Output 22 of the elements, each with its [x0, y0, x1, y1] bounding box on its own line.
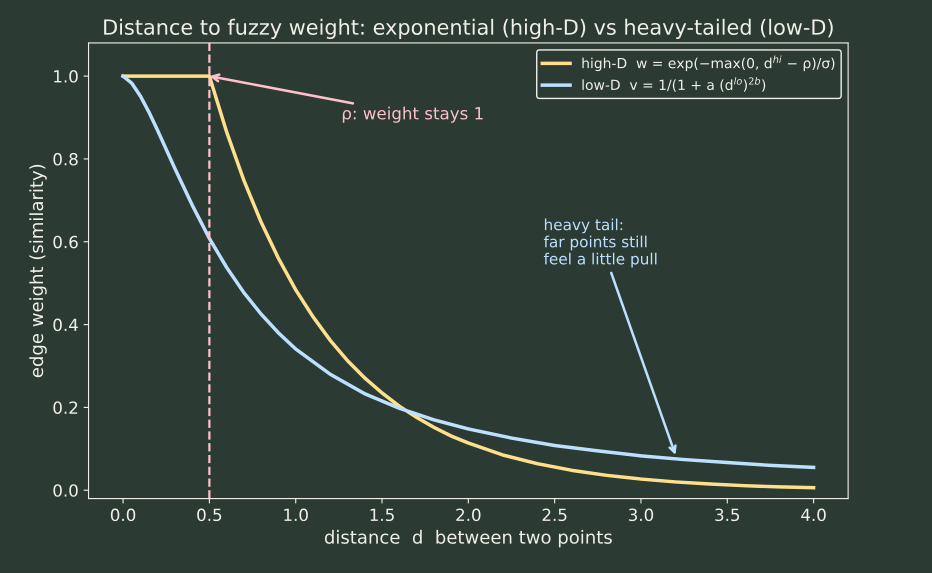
- legend-label: low-D v = 1/(1 + a (d$^{lo}$)$^{2b}$): [582, 77, 766, 92]
- x-tick-label: 2.0: [456, 508, 480, 522]
- annotation: heavy tail: far points still feel a little pull: [544, 218, 656, 268]
- y-tick-label: 0.8: [53, 152, 78, 166]
- x-tick-label: 3.0: [628, 508, 654, 522]
- x-tick-label: 0.0: [110, 508, 136, 522]
- x-tick-label: 3.5: [715, 508, 740, 522]
- x-tick-label: 4.0: [801, 508, 826, 522]
- x-axis-title: distance d between two points: [324, 530, 612, 548]
- chart-title: Distance to fuzzy weight: exponential (high-D) vs heavy-tailed (low-D): [104, 18, 833, 39]
- x-tick-label: 1.0: [284, 508, 308, 522]
- y-axis-title: edge weight (similarity): [29, 164, 47, 378]
- legend-label: high-D w = exp(−max(0, d$^{hi}$ − ρ)/σ): [582, 55, 834, 72]
- x-tick-label: 0.5: [197, 508, 222, 522]
- x-tick-label: 1.5: [370, 508, 394, 522]
- y-tick-label: 0.0: [53, 484, 78, 497]
- y-tick-label: 0.4: [53, 318, 78, 332]
- annotation: ρ: weight stays 1: [342, 106, 483, 123]
- y-tick-label: 0.6: [53, 236, 78, 248]
- y-tick-label: 1.0: [54, 70, 78, 83]
- x-tick-label: 2.5: [542, 508, 566, 522]
- y-tick-label: 0.2: [53, 401, 78, 414]
